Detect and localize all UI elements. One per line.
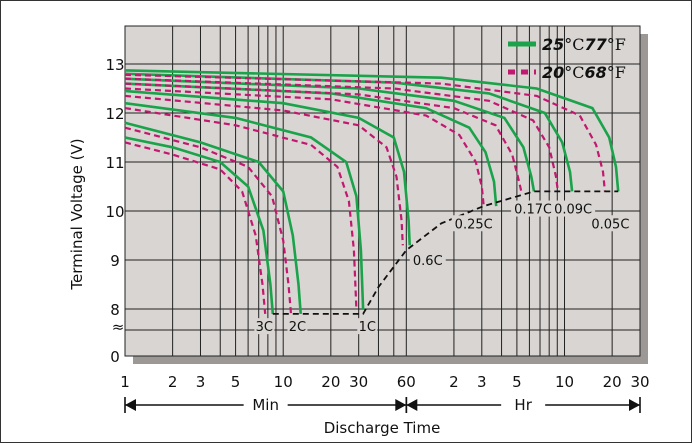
rate-label: 0.25C	[455, 217, 493, 232]
rate-label: 1C	[359, 320, 376, 335]
y-tick-label: 10	[105, 203, 124, 221]
rate-label-bg	[357, 318, 378, 335]
rate-label-bg	[551, 200, 596, 217]
rate-label: 0.6C	[413, 254, 443, 269]
curve-25c-3C	[124, 136, 275, 315]
span-arrow-right	[629, 399, 640, 411]
y-axis-title: Terminal Voltage (V)	[68, 138, 86, 290]
curve-20c-3C	[124, 141, 267, 315]
curve-25c-0.17C	[124, 77, 536, 192]
curve-25c-1C	[124, 101, 365, 310]
curve-25c-0.25C	[124, 82, 498, 207]
rate-label: 0.17C	[514, 203, 552, 218]
y-tick-label: 9	[110, 252, 120, 270]
curve-20c-0.09C	[124, 77, 559, 192]
rate-label-bg	[287, 318, 308, 335]
curve-20c-0.6C	[124, 94, 404, 246]
curve-25c-0.09C	[124, 72, 574, 192]
y-tick-label: 11	[105, 154, 124, 172]
rate-label-bg	[409, 252, 446, 268]
span-label: Hr	[514, 396, 532, 414]
x-tick-label: 60	[397, 373, 416, 391]
span-arrow-left	[406, 399, 418, 411]
x-tick-label: 1	[120, 373, 130, 391]
curve-25c-0.05C	[124, 69, 620, 192]
y-tick-label: 8	[110, 301, 120, 319]
rate-label-bg	[451, 215, 496, 232]
rate-label-bg	[511, 200, 556, 217]
curve-20c-0.05C	[124, 73, 606, 192]
axis-break-symbol: ≈	[112, 318, 125, 336]
x-tick-label: 2	[449, 373, 459, 391]
x-tick-label: 30	[349, 373, 368, 391]
x-tick-label: 10	[555, 373, 574, 391]
curve-20c-0.25C	[124, 87, 485, 207]
x-tick-label: 3	[477, 373, 487, 391]
x-tick-label: 20	[321, 373, 340, 391]
legend-label: 25°C77°F	[542, 35, 626, 54]
cutoff-voltage-line	[272, 190, 619, 315]
span-arrow-left	[125, 399, 136, 411]
x-tick-label: 3	[196, 373, 206, 391]
x-tick-label: 2	[168, 373, 178, 391]
x-tick-label: 30	[630, 373, 649, 391]
rate-label-bg	[588, 215, 633, 232]
curve-20c-0.17C	[124, 82, 523, 192]
y-tick-label: 13	[105, 56, 124, 74]
x-tick-label: 5	[231, 373, 241, 391]
rate-label: 2C	[289, 320, 306, 335]
span-label: Min	[252, 396, 279, 414]
x-tick-label: 10	[274, 373, 293, 391]
span-arrow-right	[395, 399, 407, 411]
y-tick-label: 12	[105, 105, 124, 123]
rate-label-bg	[254, 318, 275, 335]
curve-25c-2C	[124, 121, 302, 314]
rate-label: 0.05C	[591, 217, 629, 232]
curve-20c-1C	[124, 107, 358, 310]
x-tick-label: 20	[603, 373, 622, 391]
curve-25c-0.6C	[124, 89, 411, 246]
x-tick-label: 5	[512, 373, 522, 391]
x-axis-title: Discharge Time	[324, 419, 441, 437]
rate-label: 0.09C	[554, 203, 592, 218]
legend-label: 20°C68°F	[542, 63, 626, 82]
y-tick-label: 0	[110, 348, 120, 366]
rate-label: 3C	[256, 320, 273, 335]
